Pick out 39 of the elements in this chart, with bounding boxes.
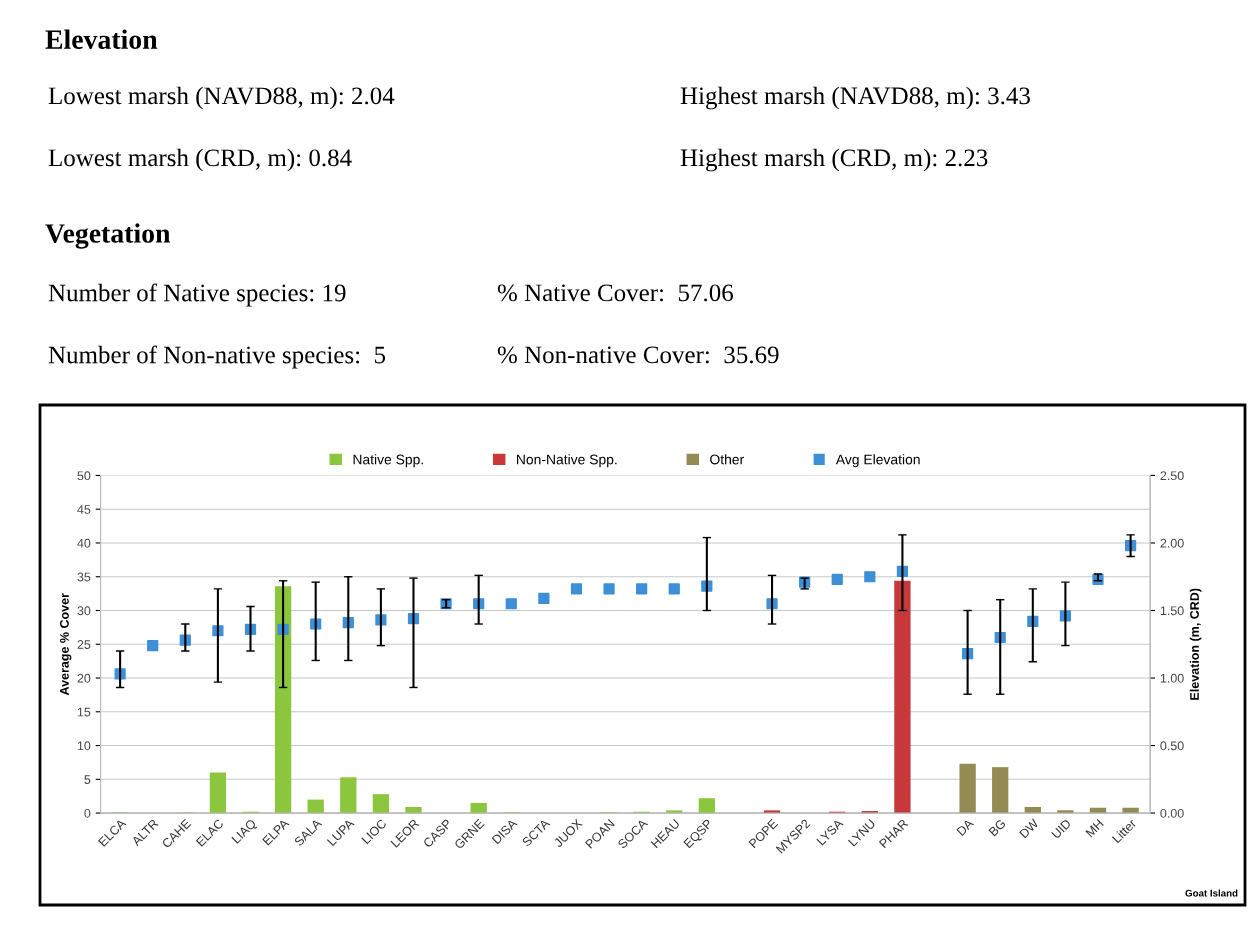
x-tick-label: DA xyxy=(956,818,974,836)
y2-tick-label: 2.50 xyxy=(1160,471,1184,481)
y-tick-label: 10 xyxy=(77,741,91,751)
y-tick-label: 50 xyxy=(77,471,91,481)
text: Lowest marsh (CRD, m): 0.84 xyxy=(48,148,352,172)
x-tick-label: BG xyxy=(988,818,1007,837)
legend-label: Avg Elevation xyxy=(835,454,920,468)
x-tick-label: DW xyxy=(1019,818,1040,839)
y-tick-label: 45 xyxy=(77,505,91,514)
y-tick-label: 35 xyxy=(77,572,91,582)
y2-tick-label: 2.00 xyxy=(1160,538,1184,548)
y-tick-label: 0 xyxy=(84,808,91,818)
y2-tick-label: 0.00 xyxy=(1160,808,1184,818)
text: Number of Native species: 19 xyxy=(48,283,346,307)
text: Highest marsh (NAVD88, m): 3.43 xyxy=(680,86,1030,110)
x-tick-label: UID xyxy=(1051,818,1072,839)
text: Number of Non-native species: 5 xyxy=(48,345,386,369)
y2-tick-label: 1.50 xyxy=(1160,606,1184,616)
legend-label: Other xyxy=(710,454,744,465)
y-tick-label: 30 xyxy=(77,606,91,616)
legend-label: Native Spp. xyxy=(353,454,423,468)
y2-tick-label: 0.50 xyxy=(1160,741,1184,751)
y-tick-label: 25 xyxy=(77,640,91,649)
text: % Native Cover: 57.06 xyxy=(497,284,734,302)
y2-axis-title: Elevation (m, CRD) xyxy=(1189,588,1202,700)
text: Highest marsh (CRD, m): 2.23 xyxy=(680,148,988,172)
text: Lowest marsh (NAVD88, m): 2.04 xyxy=(48,86,395,110)
x-tick-label: MH xyxy=(1085,818,1104,838)
y-tick-label: 15 xyxy=(77,707,91,717)
y2-tick-label: 1.00 xyxy=(1160,673,1184,683)
y-tick-label: 40 xyxy=(77,538,91,548)
y-axis-title: Average % Cover xyxy=(60,593,72,696)
text: Goat Island xyxy=(1185,889,1238,897)
y-tick-label: 20 xyxy=(77,673,91,683)
y-tick-label: 5 xyxy=(84,775,91,784)
text: % Non-native Cover: 35.69 xyxy=(497,346,779,364)
legend-label: Non-Native Spp. xyxy=(517,454,617,468)
text: Vegetation xyxy=(45,223,171,249)
text: Elevation xyxy=(45,29,158,49)
